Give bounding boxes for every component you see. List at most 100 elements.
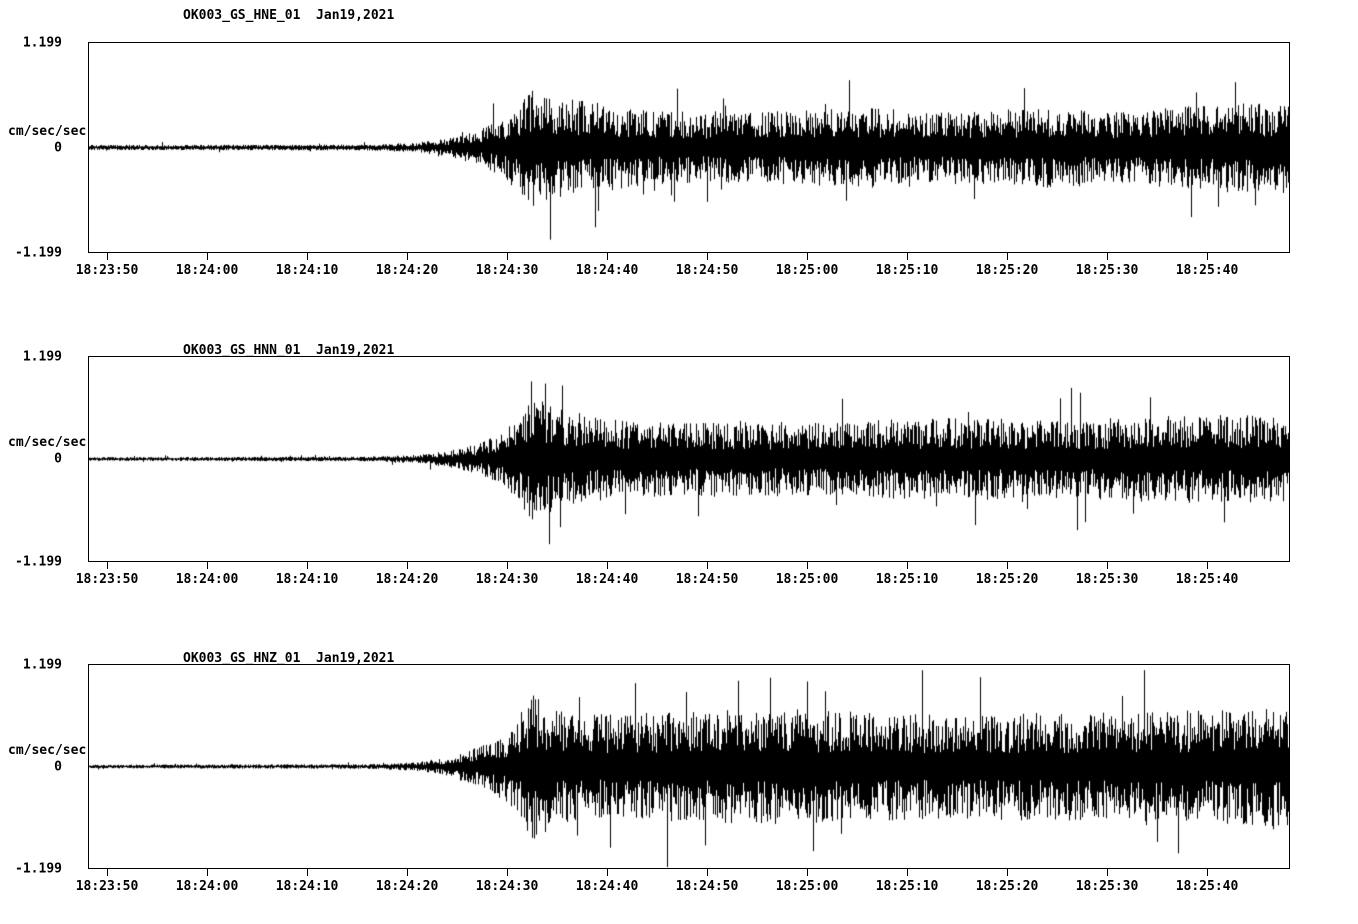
x-tick-label: 18:24:30	[475, 263, 539, 278]
x-axis-ticks: 18:23:50 18:24:00 18:24:10 18:24:20 18:24:30…	[76, 253, 1308, 293]
x-tick-label: 18:24:30	[475, 572, 539, 587]
x-tick-label: 18:23:50	[75, 572, 139, 587]
x-tick-label: 18:24:10	[275, 879, 339, 894]
x-tick-label: 18:24:00	[175, 263, 239, 278]
x-tick-label: 18:23:50	[75, 263, 139, 278]
plot-area	[88, 664, 1290, 869]
x-tick-mark	[407, 869, 408, 876]
x-axis-ticks: 18:23:50 18:24:00 18:24:10 18:24:20 18:24:30…	[76, 869, 1308, 909]
panel-title: OK003_GS_HNZ_01 Jan19,2021	[183, 651, 395, 666]
x-tick-mark	[307, 869, 308, 876]
y-axis-unit-label: cm/sec/sec	[8, 435, 87, 450]
x-tick-mark	[1007, 869, 1008, 876]
x-tick-mark	[107, 253, 108, 260]
x-tick-label: 18:25:40	[1175, 572, 1239, 587]
x-tick-label: 18:25:00	[775, 879, 839, 894]
x-tick-label: 18:24:20	[375, 879, 439, 894]
x-tick-label: 18:25:20	[975, 572, 1039, 587]
x-tick-mark	[107, 869, 108, 876]
x-tick-label: 18:24:10	[275, 263, 339, 278]
x-tick-mark	[407, 253, 408, 260]
x-tick-label: 18:25:10	[875, 572, 939, 587]
x-tick-label: 18:24:20	[375, 572, 439, 587]
x-tick-label: 18:25:20	[975, 263, 1039, 278]
waveform-panel-hnn: OK003_GS_HNN_01 Jan19,2021 1.199 cm/sec/…	[0, 313, 1358, 618]
x-tick-mark	[207, 562, 208, 569]
y-tick-min: -1.199	[15, 861, 62, 877]
y-tick-zero: 0	[54, 759, 62, 775]
x-tick-mark	[207, 253, 208, 260]
x-tick-mark	[507, 253, 508, 260]
x-tick-mark	[607, 562, 608, 569]
plot-area	[88, 42, 1290, 253]
x-tick-label: 18:24:50	[675, 263, 739, 278]
x-tick-mark	[1107, 869, 1108, 876]
x-tick-mark	[1207, 253, 1208, 260]
y-tick-zero: 0	[54, 451, 62, 467]
waveform-trace	[89, 43, 1289, 252]
waveform-panel-hne: OK003_GS_HNE_01 Jan19,2021 1.199 cm/sec/…	[0, 0, 1358, 305]
x-axis-ticks: 18:23:50 18:24:00 18:24:10 18:24:20 18:24:30…	[76, 562, 1308, 602]
x-tick-mark	[1207, 869, 1208, 876]
x-tick-mark	[107, 562, 108, 569]
x-tick-mark	[707, 253, 708, 260]
x-tick-mark	[707, 562, 708, 569]
x-tick-label: 18:24:40	[575, 263, 639, 278]
x-tick-label: 18:24:40	[575, 572, 639, 587]
x-tick-label: 18:24:00	[175, 572, 239, 587]
y-tick-max: 1.199	[22, 349, 62, 365]
x-tick-mark	[907, 253, 908, 260]
x-tick-mark	[307, 562, 308, 569]
x-tick-mark	[907, 869, 908, 876]
x-tick-mark	[607, 253, 608, 260]
x-tick-mark	[407, 562, 408, 569]
x-tick-mark	[807, 562, 808, 569]
x-tick-label: 18:25:10	[875, 879, 939, 894]
x-tick-mark	[507, 562, 508, 569]
y-tick-min: -1.199	[15, 245, 62, 261]
x-tick-mark	[507, 869, 508, 876]
waveform-trace	[89, 665, 1289, 868]
x-tick-label: 18:24:30	[475, 879, 539, 894]
x-tick-label: 18:24:50	[675, 572, 739, 587]
x-tick-label: 18:23:50	[75, 879, 139, 894]
x-tick-label: 18:25:00	[775, 572, 839, 587]
x-tick-label: 18:25:40	[1175, 263, 1239, 278]
x-tick-label: 18:24:20	[375, 263, 439, 278]
x-tick-mark	[207, 869, 208, 876]
panel-title: OK003_GS_HNN_01 Jan19,2021	[183, 343, 395, 358]
panel-title: OK003_GS_HNE_01 Jan19,2021	[183, 8, 395, 23]
x-tick-label: 18:25:00	[775, 263, 839, 278]
x-tick-label: 18:25:30	[1075, 263, 1139, 278]
x-tick-label: 18:24:50	[675, 879, 739, 894]
x-tick-mark	[1107, 253, 1108, 260]
x-tick-mark	[1207, 562, 1208, 569]
x-tick-mark	[307, 253, 308, 260]
x-tick-label: 18:25:30	[1075, 572, 1139, 587]
plot-area	[88, 356, 1290, 562]
waveform-trace	[89, 357, 1289, 561]
x-tick-label: 18:25:40	[1175, 879, 1239, 894]
x-tick-mark	[907, 562, 908, 569]
y-tick-max: 1.199	[22, 35, 62, 51]
x-tick-mark	[707, 869, 708, 876]
x-tick-mark	[807, 253, 808, 260]
x-tick-mark	[807, 869, 808, 876]
x-tick-label: 18:25:10	[875, 263, 939, 278]
y-tick-max: 1.199	[22, 657, 62, 673]
x-tick-mark	[1107, 562, 1108, 569]
x-tick-mark	[607, 869, 608, 876]
x-tick-mark	[1007, 562, 1008, 569]
x-tick-label: 18:24:00	[175, 879, 239, 894]
waveform-panel-hnz: OK003_GS_HNZ_01 Jan19,2021 1.199 cm/sec/…	[0, 622, 1358, 924]
x-tick-label: 18:24:10	[275, 572, 339, 587]
y-tick-min: -1.199	[15, 554, 62, 570]
x-tick-label: 18:25:30	[1075, 879, 1139, 894]
y-tick-zero: 0	[54, 140, 62, 156]
x-tick-label: 18:25:20	[975, 879, 1039, 894]
y-axis-unit-label: cm/sec/sec	[8, 743, 87, 758]
x-tick-mark	[1007, 253, 1008, 260]
y-axis-unit-label: cm/sec/sec	[8, 124, 87, 139]
x-tick-label: 18:24:40	[575, 879, 639, 894]
